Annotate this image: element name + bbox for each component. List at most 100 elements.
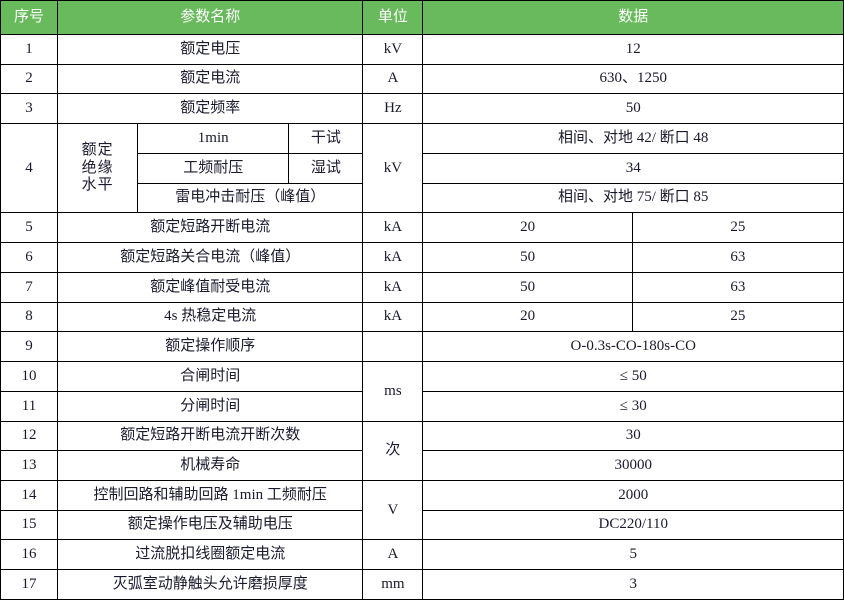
row-data: 30 <box>422 420 844 452</box>
row-unit: kA <box>362 301 424 333</box>
row-data-2: 63 <box>631 271 844 303</box>
row-data: 50 <box>422 93 844 125</box>
row-no: 9 <box>0 331 59 363</box>
row-data-2: 25 <box>631 212 844 244</box>
row-no: 8 <box>0 301 59 333</box>
table-header-row: 序号 参数名称 单位 数据 <box>0 0 844 35</box>
row-no: 15 <box>0 509 59 541</box>
row-data: 相间、对地 75/ 断口 85 <box>422 182 844 214</box>
row-parameter: 额定电压 <box>57 34 364 65</box>
table-row: 10 合闸时间 ms ≤ 50 <box>0 361 844 422</box>
row-data: 5 <box>422 539 844 571</box>
row-no: 6 <box>0 242 59 273</box>
row-data: ≤ 30 <box>422 390 844 422</box>
row-data-1: 20 <box>422 301 633 333</box>
row-data: 630、1250 <box>422 63 844 95</box>
table-row: 3 额定频率 Hz 50 <box>0 93 844 125</box>
row-no: 5 <box>0 212 59 244</box>
row-data: 34 <box>422 152 844 184</box>
row-parameter: 额定短路开断电流 <box>57 212 364 244</box>
insulation-sub-parameter: 工频耐压 <box>137 152 290 184</box>
row-no: 10 <box>0 361 59 392</box>
row-unit: kV <box>362 34 424 65</box>
insulation-sub-parameter-lightning: 雷电冲击耐压（峰值） <box>137 182 364 214</box>
row-parameter: 额定短路开断电流开断次数 <box>57 420 364 452</box>
row-unit <box>362 331 424 363</box>
row-data: 2000 <box>422 480 844 511</box>
row-unit: A <box>362 63 424 95</box>
row-unit: 次 <box>362 420 424 482</box>
row-parameter: 额定频率 <box>57 93 364 125</box>
table-row: 7 额定峰值耐受电流 kA 50 63 <box>0 271 844 303</box>
row-parameter: 额定峰值耐受电流 <box>57 271 364 303</box>
table-row-insulation-lightning: 雷电冲击耐压（峰值） 相间、对地 75/ 断口 85 <box>1 182 844 214</box>
row-data: DC220/110 <box>422 509 844 541</box>
row-unit: ms <box>362 361 424 422</box>
row-no: 17 <box>0 569 59 600</box>
row-no: 7 <box>0 271 59 303</box>
row-no: 12 <box>0 420 59 452</box>
row-data-1: 50 <box>422 271 633 303</box>
row-unit: Hz <box>362 93 424 125</box>
row-parameter: 合闸时间 <box>57 361 364 392</box>
row-parameter: 控制回路和辅助回路 1min 工频耐压 <box>57 480 364 511</box>
row-data-2: 63 <box>631 242 844 273</box>
table-row: 9 额定操作顺序 O-0.3s-CO-180s-CO <box>0 331 844 363</box>
table-row: 11 分闸时间 ≤ 30 <box>0 390 844 422</box>
row-data-2: 25 <box>631 301 844 333</box>
row-unit: V <box>362 480 424 541</box>
row-no: 16 <box>0 539 59 571</box>
row-parameter: 额定操作电压及辅助电压 <box>57 509 364 541</box>
row-no: 1 <box>0 34 59 65</box>
insulation-level-label: 额定 绝缘 水平 <box>57 123 139 214</box>
row-data-1: 50 <box>422 242 633 273</box>
table-row: 14 控制回路和辅助回路 1min 工频耐压 V 2000 <box>0 480 844 541</box>
row-parameter: 灭弧室动静触头允许磨损厚度 <box>57 569 364 600</box>
row-data: ≤ 50 <box>422 361 844 392</box>
table-row: 2 额定电流 A 630、1250 <box>0 63 844 95</box>
row-no: 4 <box>0 123 59 214</box>
insulation-label-line-3: 水平 <box>81 176 114 193</box>
header-data: 数据 <box>422 0 844 35</box>
row-no: 2 <box>0 63 59 95</box>
table-row: 13 机械寿命 30000 <box>0 450 844 482</box>
header-parameter: 参数名称 <box>57 0 364 35</box>
insulation-label-line-2: 绝缘 <box>81 159 114 176</box>
row-no: 3 <box>0 93 59 125</box>
row-parameter: 额定操作顺序 <box>57 331 364 363</box>
row-data: 12 <box>422 34 844 65</box>
table-row: 8 4s 热稳定电流 kA 20 25 <box>0 301 844 333</box>
row-parameter: 机械寿命 <box>57 450 364 482</box>
header-unit: 单位 <box>362 0 424 35</box>
row-unit: kA <box>362 242 424 273</box>
table-row: 16 过流脱扣线圈额定电流 A 5 <box>0 539 844 571</box>
row-no: 13 <box>0 450 59 482</box>
table-row: 1 额定电压 kV 12 <box>0 34 844 65</box>
row-parameter: 过流脱扣线圈额定电流 <box>57 539 364 571</box>
row-unit: mm <box>362 569 424 600</box>
row-unit: kA <box>362 271 424 303</box>
row-data: 3 <box>422 569 844 600</box>
header-no: 序号 <box>0 0 59 35</box>
row-data: 相间、对地 42/ 断口 48 <box>422 123 844 154</box>
table-row: 6 额定短路关合电流（峰值） kA 50 63 <box>0 242 844 273</box>
insulation-condition-wet: 湿试 <box>288 152 364 184</box>
row-data: O-0.3s-CO-180s-CO <box>422 331 844 363</box>
row-no: 14 <box>0 480 59 511</box>
row-data: 30000 <box>422 450 844 482</box>
row-unit: kA <box>362 212 424 244</box>
row-parameter: 分闸时间 <box>57 390 364 422</box>
row-data-1: 20 <box>422 212 633 244</box>
table-row: 12 额定短路开断电流开断次数 次 30 <box>0 420 844 482</box>
row-parameter: 4s 热稳定电流 <box>57 301 364 333</box>
table-row: 15 额定操作电压及辅助电压 DC220/110 <box>0 509 844 541</box>
table-row-insulation-dry: 4 额定 绝缘 水平 1min 干试 kV 相间、对地 42/ 断口 48 <box>0 123 844 214</box>
table-row: 5 额定短路开断电流 kA 20 25 <box>0 212 844 244</box>
row-parameter: 额定电流 <box>57 63 364 95</box>
row-no: 11 <box>0 390 59 422</box>
insulation-sub-parameter: 1min <box>137 123 290 154</box>
insulation-condition-dry: 干试 <box>288 123 364 154</box>
row-unit: A <box>362 539 424 571</box>
row-unit: kV <box>362 123 424 214</box>
